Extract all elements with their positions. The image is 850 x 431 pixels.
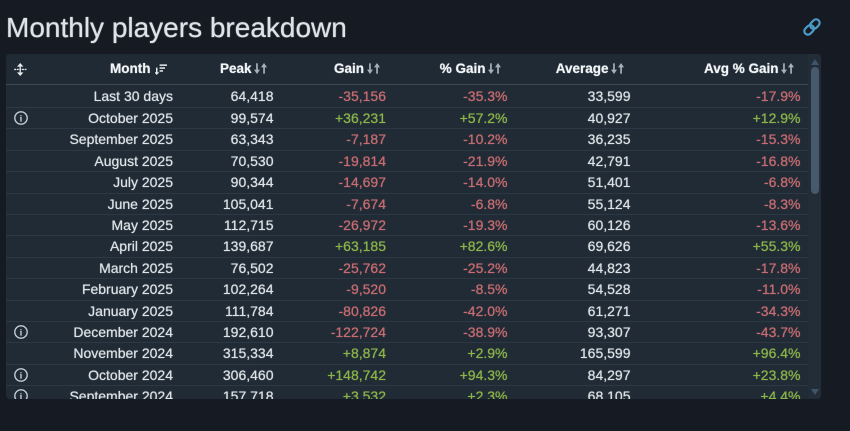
svg-text:i: i (20, 329, 23, 339)
svg-text:i: i (20, 115, 23, 125)
svg-text:i: i (20, 371, 23, 381)
svg-text:i: i (20, 393, 23, 399)
